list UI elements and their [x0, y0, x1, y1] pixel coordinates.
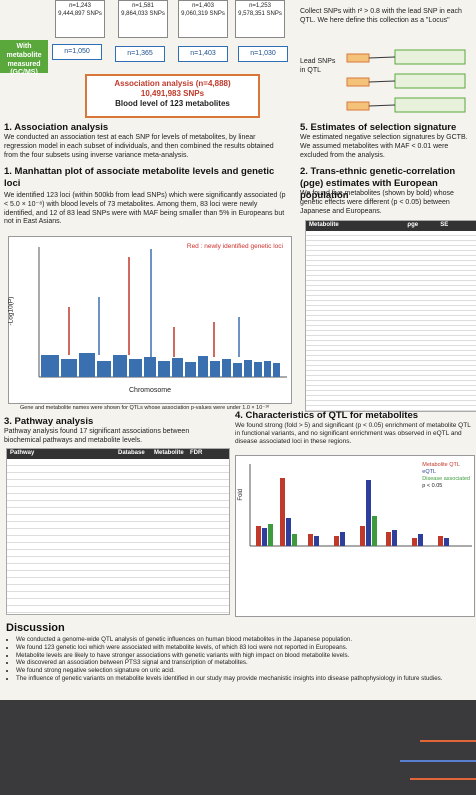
- rho-table: Metabolite ρge SE: [305, 220, 476, 412]
- heading: 1. Association analysis: [4, 122, 108, 134]
- discussion-bullet: We found 123 genetic loci which were ass…: [16, 644, 476, 652]
- assoc-target: Blood level of 123 metabolites: [87, 99, 258, 109]
- legend-entry: Metabolite QTL: [422, 462, 470, 469]
- body: We identified 123 loci (within 500kb fro…: [4, 192, 289, 227]
- heading: 4. Characteristics of QTL for metabolite…: [235, 410, 475, 422]
- manhattan-plot: Red : newly identified genetic loci Chro…: [8, 236, 292, 404]
- side-label: With metabolite measured (GC/MS): [0, 40, 48, 73]
- legend-entry: p < 0.05: [422, 483, 470, 490]
- floor-stripe: [410, 778, 476, 780]
- page: n=1,243 9,444,897 SNPs n=1,581 9,864,033…: [0, 0, 476, 795]
- y-label: -Log10(P): [7, 297, 15, 326]
- col-header: Database: [118, 450, 154, 458]
- subset-box: n=1,581 9,864,033 SNPs: [118, 0, 168, 38]
- col-header: ρge: [407, 222, 440, 230]
- locus-diagram: [345, 48, 475, 118]
- body: We conducted an association test at each…: [4, 134, 289, 160]
- subset-box: n=1,243 9,444,897 SNPs: [55, 0, 105, 38]
- table-header: Pathway Database Metabolite FDR: [7, 449, 229, 459]
- y-label: Fold: [238, 489, 246, 501]
- poster: n=1,243 9,444,897 SNPs n=1,581 9,864,033…: [0, 0, 476, 700]
- x-label: Chromosome: [129, 387, 171, 396]
- body: We found strong (fold > 5) and significa…: [235, 422, 475, 446]
- table-header: Metabolite ρge SE: [306, 221, 476, 231]
- heading: 3. Pathway analysis: [4, 416, 93, 428]
- heading: 1. Manhattan plot of associate metabolit…: [4, 166, 289, 190]
- discussion-bullet: We conducted a genome-wide QTL analysis …: [16, 636, 476, 644]
- n-box: n=1,030: [238, 46, 288, 62]
- col-header: Pathway: [10, 450, 118, 458]
- floor-stripe: [420, 740, 476, 742]
- assoc-title: Association analysis (n=4,888): [87, 79, 258, 89]
- discussion-bullet: Metabolite levels are likely to have str…: [16, 652, 476, 660]
- heading: 5. Estimates of selection signature: [300, 122, 475, 134]
- subset-box: n=1,403 9,060,319 SNPs: [178, 0, 228, 38]
- subset-box: n=1,253 9,578,351 SNPs: [235, 0, 285, 38]
- heading: Discussion: [6, 622, 65, 636]
- discussion-bullet: We discovered an association between PTS…: [16, 659, 476, 667]
- body: We estimated negative selection signatur…: [300, 134, 475, 160]
- legend-entry: Disease associated: [422, 476, 470, 483]
- floor-stripe: [400, 760, 476, 762]
- legend: Red : newly identified genetic loci: [187, 243, 283, 251]
- assoc-snps: 10,491,983 SNPs: [87, 89, 258, 99]
- col-header: SE: [440, 222, 473, 230]
- locus-step: Collect SNPs with r² > 0.8 with the lead…: [300, 8, 470, 26]
- table-rows: [306, 231, 476, 411]
- body: We found five metabolites (shown by bold…: [300, 190, 475, 216]
- n-box: n=1,403: [178, 46, 228, 62]
- legend: Metabolite QTL eQTL Disease associated p…: [422, 462, 470, 490]
- discussion-bullet: We found strong negative selection signa…: [16, 667, 476, 675]
- col-header: FDR: [190, 450, 226, 458]
- legend-entry: eQTL: [422, 469, 470, 476]
- col-header: Metabolite: [309, 222, 407, 230]
- discussion-list: We conducted a genome-wide QTL analysis …: [6, 636, 476, 683]
- table-rows: [7, 459, 229, 614]
- pathway-table: Pathway Database Metabolite FDR: [6, 448, 230, 615]
- lead-label: Lead SNPs in QTL: [300, 58, 340, 76]
- association-box: Association analysis (n=4,888) 10,491,98…: [85, 74, 260, 118]
- discussion-bullet: The influence of genetic variants on met…: [16, 675, 476, 683]
- col-header: Metabolite: [154, 450, 190, 458]
- body: Pathway analysis found 17 significant as…: [4, 428, 224, 446]
- n-box: n=1,365: [115, 46, 165, 62]
- fold-chart: Fold Metabolite QTL eQTL Disease associa…: [235, 455, 475, 617]
- manhattan-art: [9, 237, 291, 403]
- n-box: n=1,050: [52, 44, 102, 60]
